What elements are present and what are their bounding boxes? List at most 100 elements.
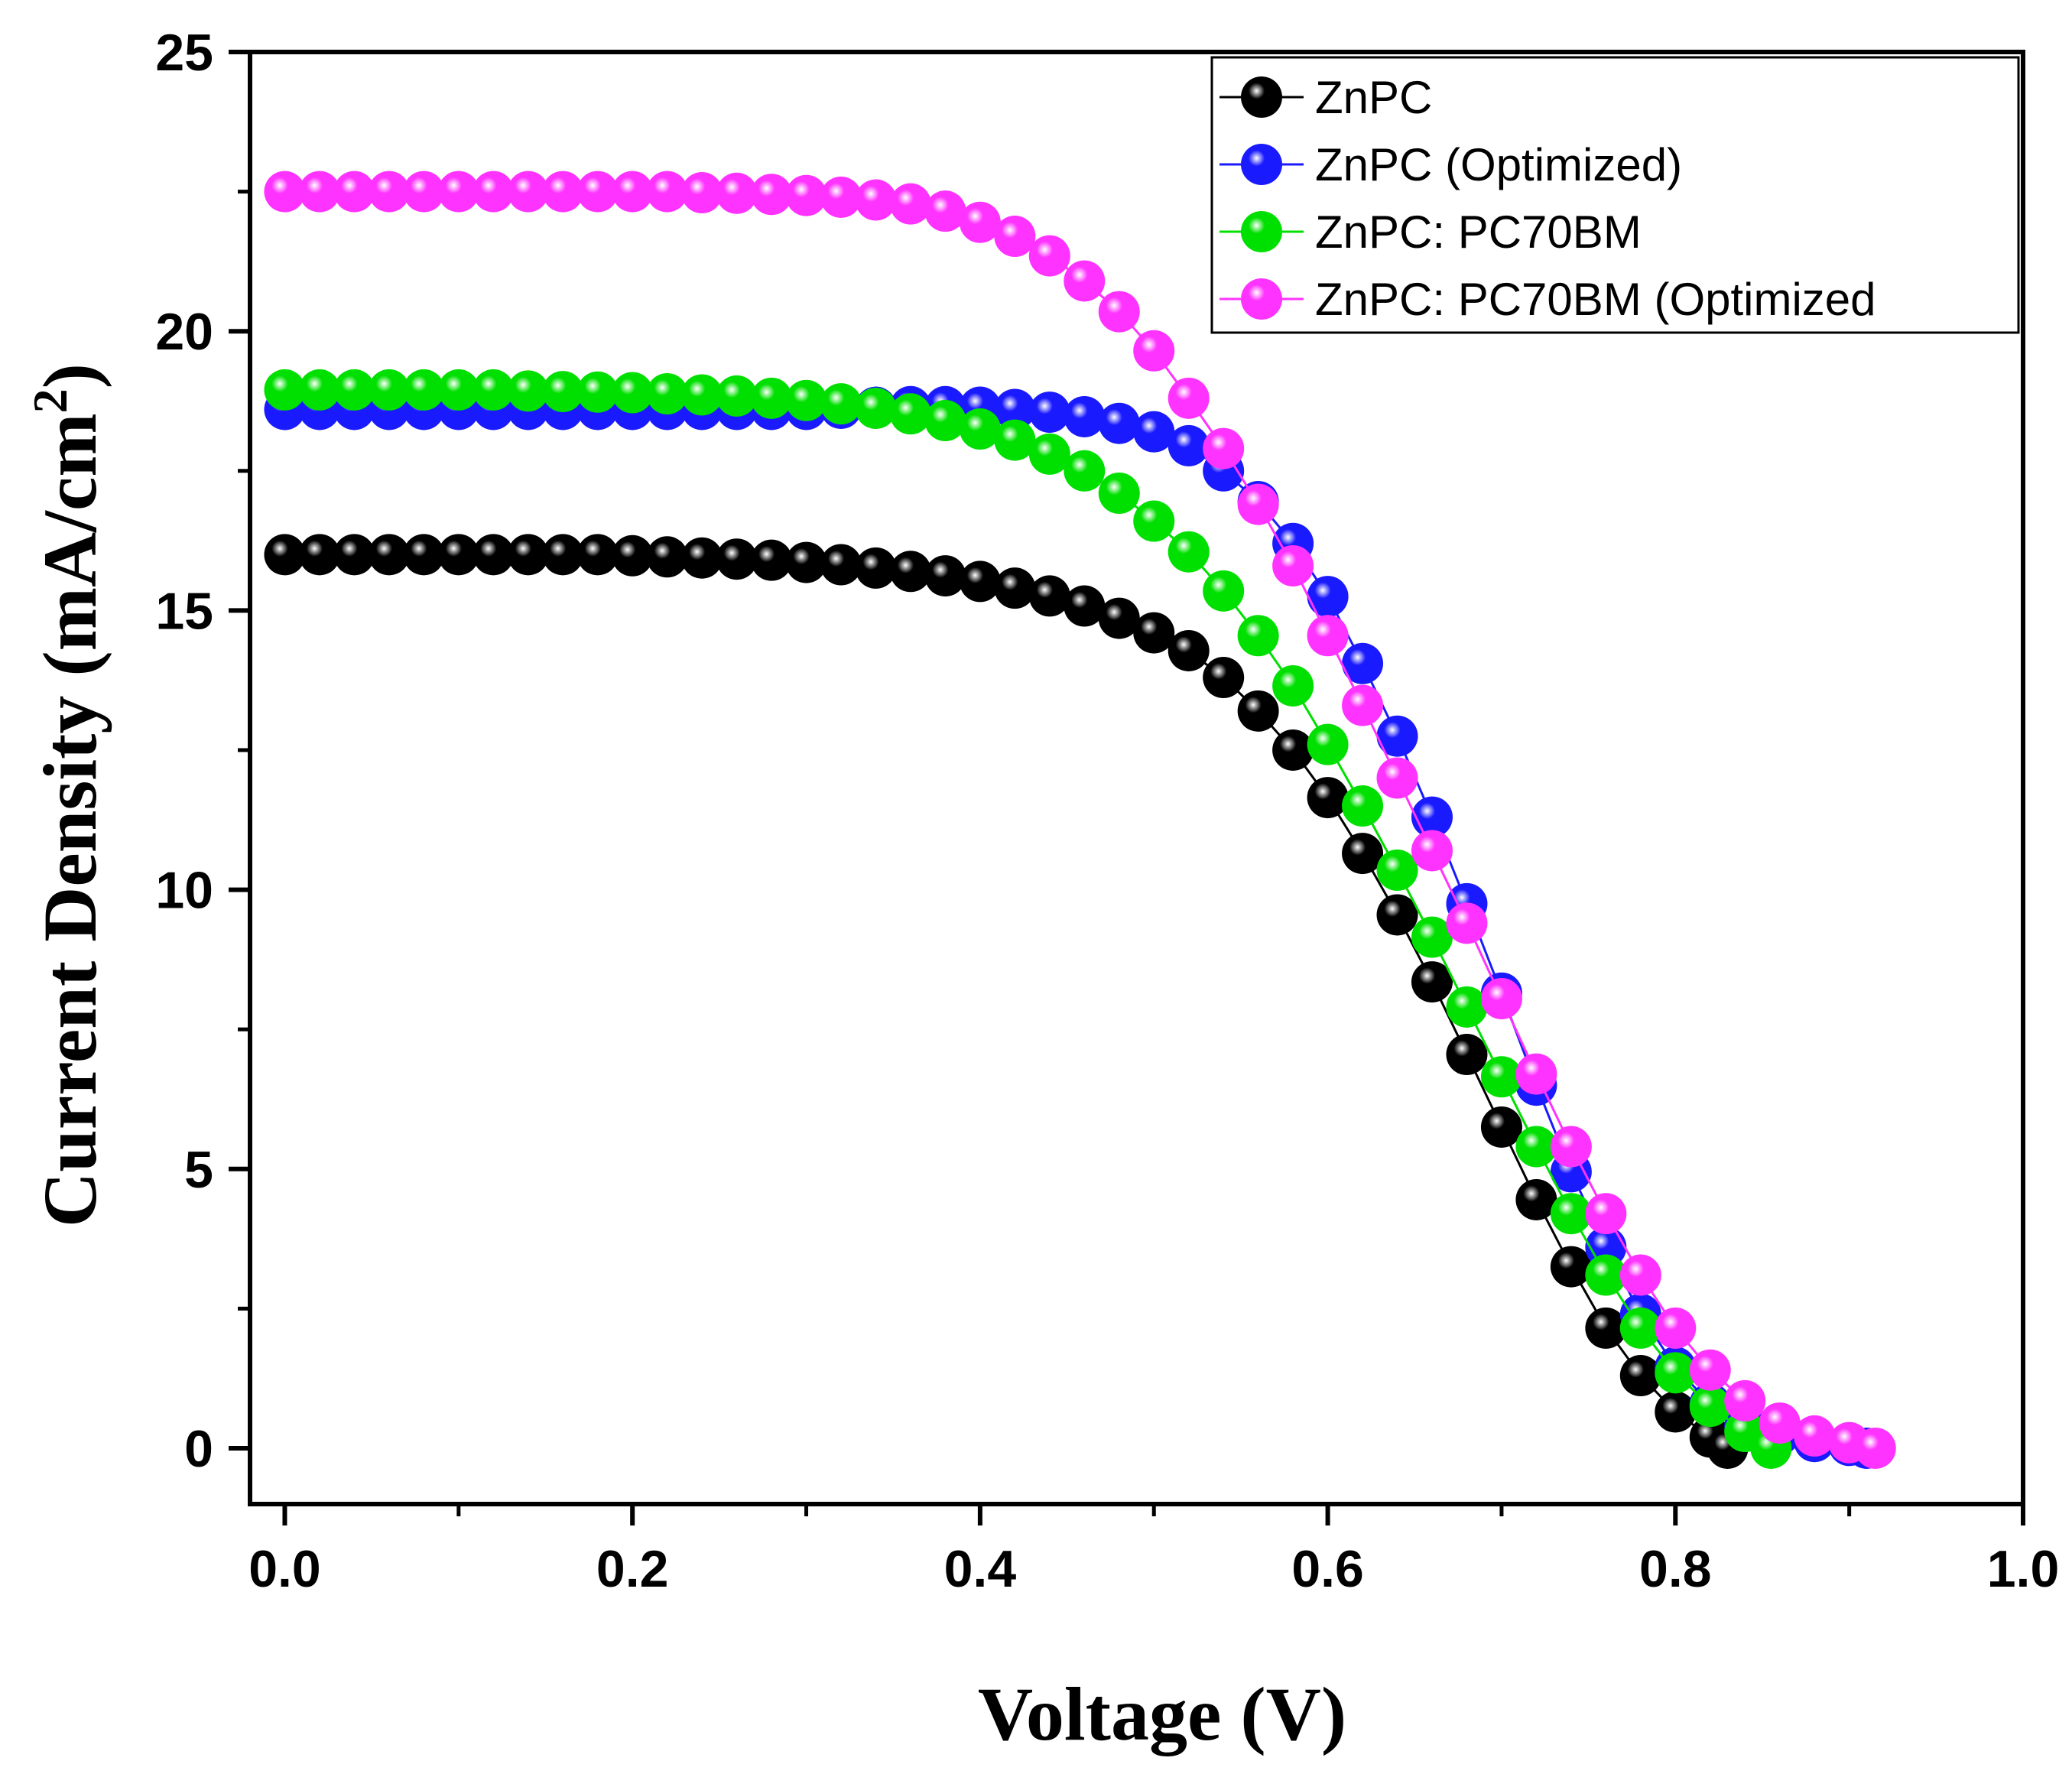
series-3 [264, 171, 1896, 1469]
data-point [1237, 690, 1279, 732]
data-point [646, 536, 688, 578]
data-point [1724, 1379, 1766, 1421]
data-point [542, 534, 584, 576]
data-point [1342, 642, 1384, 684]
data-point [751, 539, 793, 581]
legend-marker [1241, 278, 1282, 320]
data-point [1064, 395, 1106, 437]
data-point [1376, 850, 1418, 892]
series-0 [264, 534, 1749, 1469]
data-point [1854, 1427, 1896, 1469]
data-point [1133, 411, 1175, 453]
data-point [1619, 1355, 1661, 1397]
data-point [994, 216, 1036, 258]
y-axis-title-main: Current Density (mA/cm [28, 413, 112, 1227]
data-point [1585, 1307, 1627, 1349]
data-point [924, 555, 966, 597]
data-point [1689, 1386, 1731, 1428]
data-point [542, 171, 584, 213]
legend-item: ZnPC (Optimized) [1219, 139, 1682, 190]
data-point [1655, 1307, 1697, 1349]
data-point [1342, 684, 1384, 726]
legend-label: ZnPC: PC70BM (Optimized [1315, 274, 1876, 325]
y-axis-title-superscript: 2 [23, 388, 77, 413]
data-point [1480, 978, 1522, 1020]
data-point [1342, 833, 1384, 875]
data-point [576, 371, 619, 413]
data-point [1550, 1246, 1592, 1288]
data-point [1272, 664, 1314, 707]
data-point [1585, 1193, 1627, 1235]
data-point [716, 538, 758, 580]
data-point [1307, 576, 1349, 618]
data-point [1307, 615, 1349, 657]
x-tick-label: 0.4 [944, 1540, 1017, 1598]
data-point [1064, 260, 1106, 302]
data-point [716, 172, 758, 214]
data-point [507, 534, 549, 576]
y-axis-title: Current Density (mA/cm2) [23, 363, 112, 1227]
data-point [1237, 483, 1279, 525]
data-point [1446, 1034, 1488, 1076]
data-point [1619, 1254, 1661, 1296]
data-point [1376, 757, 1418, 799]
data-point [924, 190, 966, 232]
legend-marker [1241, 144, 1282, 185]
data-point [681, 374, 723, 416]
data-point [959, 201, 1001, 243]
data-point [1411, 830, 1453, 872]
data-point [1133, 330, 1175, 372]
data-point [1446, 902, 1488, 944]
data-point [855, 547, 897, 589]
data-point [1515, 1126, 1557, 1168]
data-point [264, 369, 306, 411]
data-point [1028, 433, 1070, 475]
data-point [612, 171, 654, 213]
data-point [576, 171, 619, 213]
data-point [333, 369, 375, 411]
plot-frame [248, 50, 2025, 1506]
data-point [1098, 597, 1140, 639]
data-point [751, 174, 793, 216]
legend-box [1210, 56, 2020, 334]
data-point [612, 372, 654, 414]
x-axis-title: Voltage (V) [978, 1672, 1346, 1756]
data-point [646, 171, 688, 213]
data-point [1168, 424, 1210, 466]
data-point [473, 171, 515, 213]
data-point [1064, 585, 1106, 627]
y-tick-label: 5 [184, 1141, 213, 1199]
data-point [1689, 1349, 1731, 1391]
legend-label: ZnPC (Optimized) [1315, 139, 1682, 190]
data-point [716, 375, 758, 417]
data-point [751, 377, 793, 419]
data-point [437, 534, 479, 576]
data-point [473, 369, 515, 411]
data-point [820, 544, 862, 586]
data-point [1133, 612, 1175, 654]
data-point [1411, 916, 1453, 958]
data-point [959, 560, 1001, 603]
data-point [1411, 961, 1453, 1003]
data-point [473, 534, 515, 576]
data-point [437, 369, 479, 411]
legend-item: ZnPC [1219, 72, 1432, 123]
data-point [1550, 1193, 1592, 1235]
data-point [820, 383, 862, 425]
legend: ZnPC ZnPC (Optimized) ZnPC: PC70BM ZnPC: PC… [1210, 56, 2020, 334]
x-tick-label: 0.2 [596, 1540, 669, 1598]
data-point [1515, 1178, 1557, 1220]
data-point [1307, 777, 1349, 819]
data-point [403, 369, 445, 411]
data-point [1168, 531, 1210, 573]
series-layer [264, 171, 1896, 1469]
data-point [1585, 1254, 1627, 1296]
x-tick-label: 0.6 [1291, 1540, 1364, 1598]
data-point [1759, 1402, 1801, 1444]
data-point [1342, 785, 1384, 827]
x-tick-label: 0.8 [1639, 1540, 1712, 1598]
data-point [437, 171, 479, 213]
data-point [994, 388, 1036, 431]
data-point [994, 419, 1036, 461]
data-point [368, 369, 410, 411]
